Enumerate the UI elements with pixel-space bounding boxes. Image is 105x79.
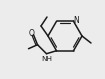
Text: N: N: [73, 16, 79, 25]
Text: NH: NH: [41, 56, 52, 62]
Text: O: O: [29, 29, 35, 38]
